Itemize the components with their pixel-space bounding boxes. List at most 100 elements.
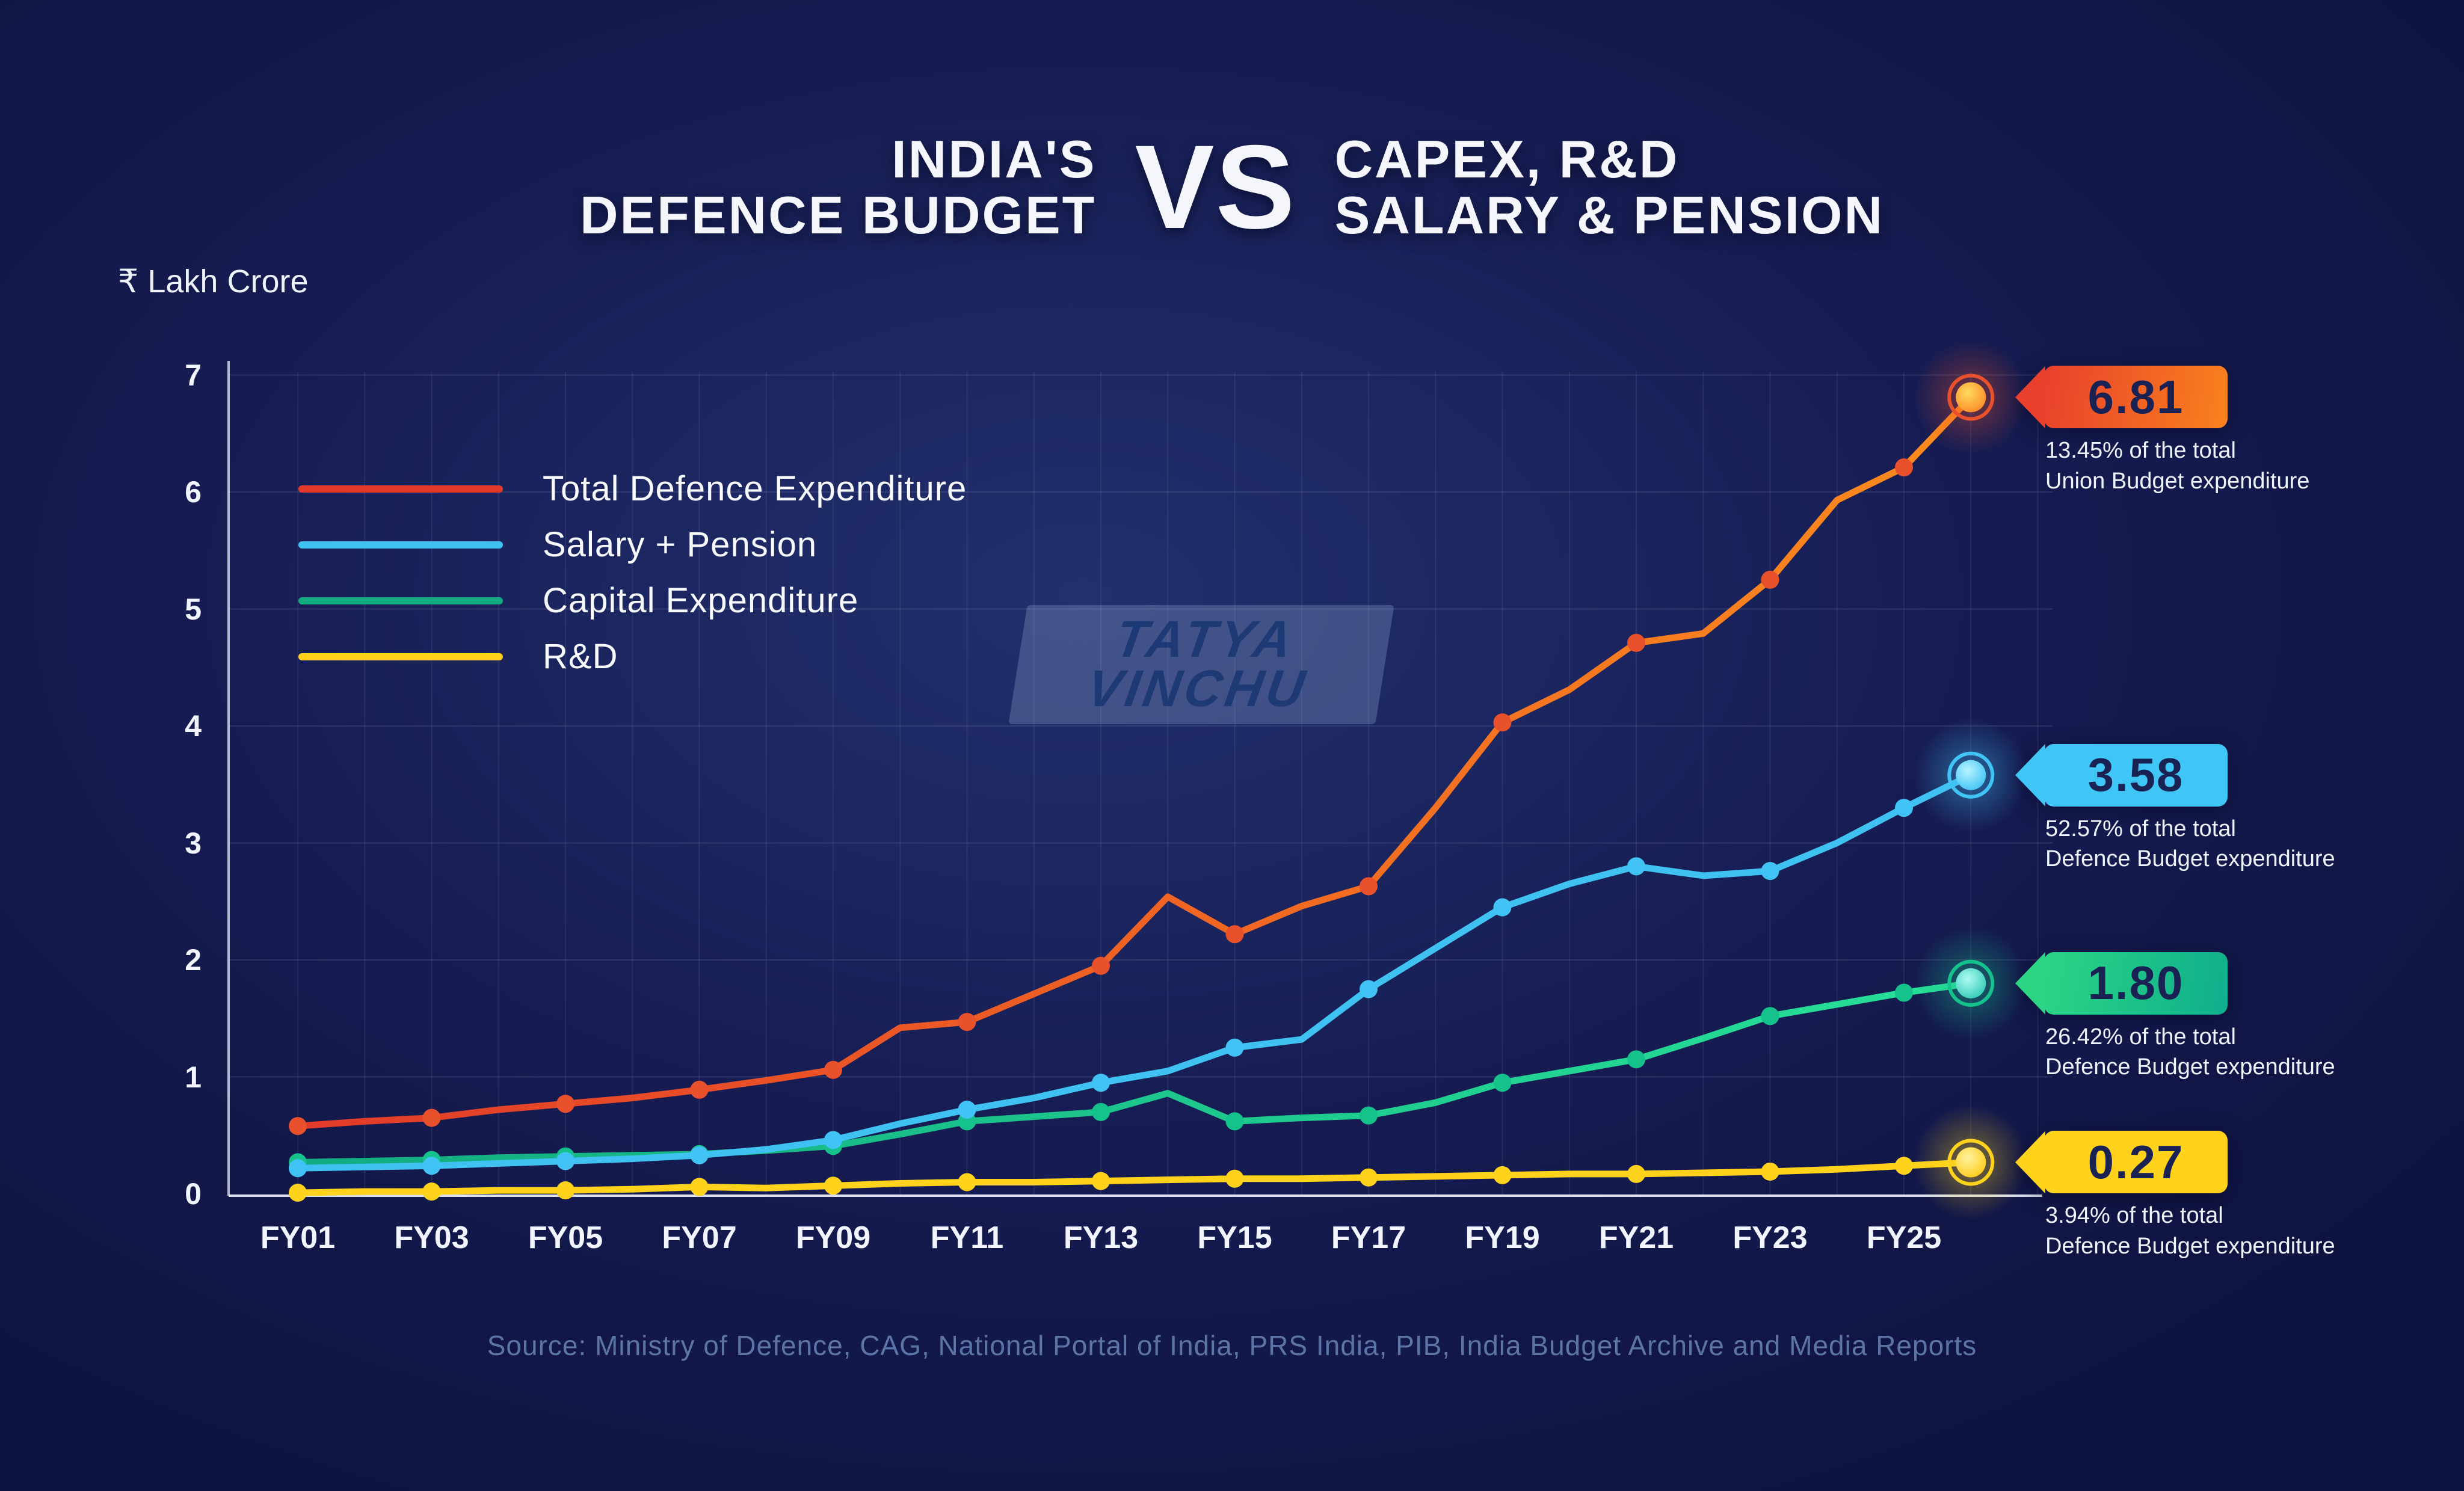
legend-swatch bbox=[298, 597, 503, 604]
tag-arrow-tip-icon bbox=[2015, 951, 2045, 1015]
data-point-marker bbox=[1627, 1164, 1645, 1183]
legend-label: Salary + Pension bbox=[543, 525, 818, 564]
title-left-line1: INDIA'S bbox=[892, 129, 1097, 189]
data-point-marker bbox=[958, 1173, 976, 1191]
data-point-marker bbox=[1895, 458, 1913, 477]
tag-body: 6.81 bbox=[2044, 366, 2228, 429]
x-tick-label: FY17 bbox=[1331, 1220, 1406, 1255]
legend-item: R&D bbox=[298, 629, 967, 684]
data-point-marker bbox=[824, 1060, 842, 1079]
tag-description-line2: Defence Budget expenditure bbox=[2045, 846, 2335, 872]
data-point-marker bbox=[1895, 799, 1913, 817]
tag-description: 52.57% of the total Defence Budget expend… bbox=[2045, 814, 2335, 874]
data-point-marker bbox=[1092, 1074, 1110, 1092]
data-point-marker bbox=[1092, 956, 1110, 975]
legend-label: Total Defence Expenditure bbox=[543, 469, 967, 508]
tag-description-line2: Defence Budget expenditure bbox=[2045, 1233, 2335, 1259]
tag-body: 1.80 bbox=[2044, 951, 2228, 1015]
x-tick-label: FY19 bbox=[1465, 1220, 1540, 1255]
end-marker-ring bbox=[1947, 374, 1995, 421]
title-right-line1: CAPEX, R&D bbox=[1334, 129, 1680, 189]
y-axis-label: ₹ Lakh Crore bbox=[118, 263, 309, 300]
tag-description-line1: 52.57% of the total bbox=[2045, 816, 2236, 841]
y-tick-label: 2 bbox=[185, 943, 202, 977]
tag-description-line2: Defence Budget expenditure bbox=[2045, 1054, 2335, 1080]
data-point-marker bbox=[1493, 713, 1512, 732]
data-point-marker bbox=[556, 1152, 574, 1170]
title-left-block: INDIA'S DEFENCE BUDGET bbox=[580, 131, 1097, 244]
data-point-marker bbox=[1761, 1163, 1779, 1181]
data-point-marker bbox=[289, 1184, 307, 1202]
tag-description-line1: 3.94% of the total bbox=[2045, 1203, 2223, 1229]
data-point-marker bbox=[422, 1157, 441, 1175]
data-point-marker bbox=[1360, 1168, 1378, 1187]
series-line bbox=[294, 772, 1974, 1172]
series-line bbox=[294, 393, 1974, 1130]
tag-value: 3.58 bbox=[2087, 748, 2184, 802]
end-marker-dot bbox=[1956, 382, 1986, 413]
data-point-marker bbox=[1895, 983, 1913, 1002]
data-point-marker bbox=[1225, 1169, 1244, 1188]
data-point-marker bbox=[1493, 898, 1512, 917]
legend-label: Capital Expenditure bbox=[543, 581, 859, 620]
legend-label: R&D bbox=[543, 637, 618, 676]
end-marker-dot bbox=[1956, 1147, 1986, 1178]
end-marker-ring bbox=[1947, 959, 1995, 1007]
legend-swatch bbox=[298, 653, 503, 660]
data-point-marker bbox=[1493, 1166, 1512, 1184]
tag-description: 3.94% of the total Defence Budget expendi… bbox=[2045, 1200, 2335, 1261]
legend-item: Total Defence Expenditure bbox=[298, 461, 967, 517]
data-point-marker bbox=[1225, 1112, 1244, 1131]
data-point-marker bbox=[422, 1182, 441, 1201]
value-tag: 1.80 bbox=[2015, 951, 2228, 1015]
data-point-marker bbox=[1360, 877, 1378, 896]
title-right-block: CAPEX, R&D SALARY & PENSION bbox=[1335, 131, 1884, 244]
y-tick-label: 4 bbox=[185, 709, 202, 743]
y-tick-label: 3 bbox=[185, 826, 202, 860]
data-point-marker bbox=[958, 1013, 976, 1031]
data-point-marker bbox=[1225, 1038, 1244, 1057]
watermark: TATYA VINCHU bbox=[1008, 605, 1394, 724]
x-tick-label: FY13 bbox=[1063, 1220, 1139, 1255]
data-point-marker bbox=[1627, 1050, 1645, 1069]
x-tick-label: FY11 bbox=[930, 1220, 1004, 1255]
data-point-marker bbox=[824, 1176, 842, 1195]
title-right-line2: SALARY & PENSION bbox=[1334, 185, 1885, 245]
tag-body: 0.27 bbox=[2044, 1131, 2228, 1194]
x-tick-label: FY21 bbox=[1598, 1220, 1674, 1255]
tag-description-line1: 26.42% of the total bbox=[2045, 1024, 2236, 1050]
x-tick-label: FY05 bbox=[528, 1220, 603, 1255]
end-marker-ring bbox=[1947, 751, 1995, 799]
data-point-marker bbox=[1360, 1106, 1378, 1125]
data-point-marker bbox=[690, 1178, 709, 1196]
y-tick-label: 7 bbox=[185, 358, 202, 392]
x-tick-label: FY03 bbox=[394, 1220, 469, 1255]
y-tick-label: 5 bbox=[185, 592, 202, 626]
data-point-marker bbox=[1092, 1172, 1110, 1190]
data-point-marker bbox=[289, 1159, 307, 1178]
x-tick-label: FY09 bbox=[795, 1220, 871, 1255]
end-marker-dot bbox=[1956, 760, 1986, 790]
series-line bbox=[294, 980, 1974, 1166]
value-tag: 0.27 bbox=[2015, 1131, 2228, 1194]
title-left-line2: DEFENCE BUDGET bbox=[579, 185, 1097, 245]
legend-item: Capital Expenditure bbox=[298, 573, 967, 629]
data-point-marker bbox=[690, 1080, 709, 1099]
value-tag: 6.81 bbox=[2015, 366, 2228, 429]
source-credit: Source: Ministry of Defence, CAG, Nation… bbox=[487, 1330, 1977, 1361]
tag-description: 13.45% of the total Union Budget expendit… bbox=[2045, 435, 2309, 496]
tag-description-line2: Union Budget expenditure bbox=[2045, 468, 2310, 494]
x-tick-label: FY25 bbox=[1866, 1220, 1942, 1255]
watermark-line2: VINCHU bbox=[1083, 660, 1313, 718]
title-vs: VS bbox=[1135, 120, 1296, 254]
tag-value: 6.81 bbox=[2087, 370, 2184, 423]
y-tick-label: 0 bbox=[185, 1177, 202, 1211]
legend-swatch bbox=[298, 541, 503, 549]
tag-value: 0.27 bbox=[2087, 1135, 2184, 1188]
data-point-marker bbox=[1761, 1007, 1779, 1025]
x-tick-label: FY07 bbox=[662, 1220, 737, 1255]
data-point-marker bbox=[1627, 633, 1645, 652]
watermark-line1: TATYA bbox=[1111, 610, 1299, 669]
data-point-marker bbox=[958, 1100, 976, 1119]
legend: Total Defence Expenditure Salary + Pensio… bbox=[298, 461, 967, 684]
